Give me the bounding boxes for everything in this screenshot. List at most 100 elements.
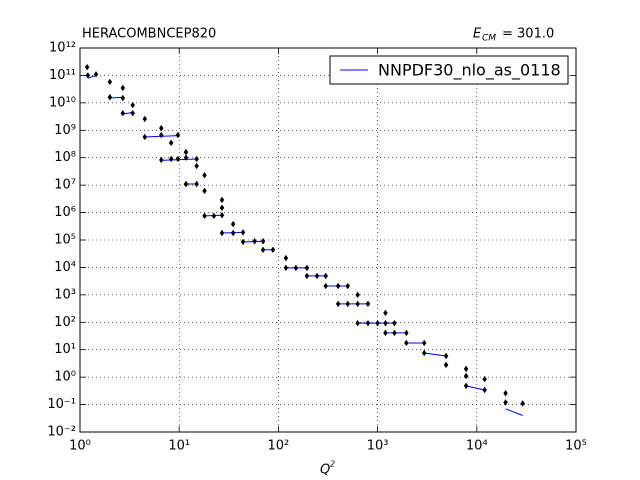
data-point xyxy=(404,329,409,337)
data-point xyxy=(230,229,236,237)
data-point xyxy=(293,264,299,272)
data-point xyxy=(107,78,113,86)
data-point xyxy=(120,94,126,102)
data-point xyxy=(355,319,360,327)
data-point xyxy=(194,180,199,188)
data-point xyxy=(463,382,469,390)
data-point xyxy=(194,162,199,170)
data-point xyxy=(383,309,388,317)
data-point xyxy=(421,349,427,357)
data-point xyxy=(283,254,289,262)
data-point xyxy=(194,155,199,163)
data-point xyxy=(355,291,360,299)
legend-box xyxy=(329,55,569,85)
data-point xyxy=(159,124,164,132)
y-tick-label: 10¹¹ xyxy=(49,68,76,83)
data-point xyxy=(168,155,174,163)
energy-value: = 301.0 xyxy=(502,27,554,42)
data-point xyxy=(503,389,508,397)
chart-title: HERACOMBNCEP820 xyxy=(82,27,216,42)
data-point xyxy=(503,399,508,406)
y-tick-label: 10⁵ xyxy=(54,233,76,248)
y-tick-label: 10⁸ xyxy=(54,150,76,165)
data-point xyxy=(345,300,350,308)
data-point xyxy=(283,264,289,272)
data-point xyxy=(183,148,189,156)
data-point xyxy=(304,264,310,272)
data-point xyxy=(202,187,207,195)
y-tick-label: 10¹ xyxy=(54,342,76,357)
data-point xyxy=(219,196,225,204)
data-point xyxy=(404,339,409,347)
data-point xyxy=(383,329,388,337)
x-tick-label: 10⁰ xyxy=(69,439,91,454)
data-point xyxy=(392,329,397,337)
data-point xyxy=(202,172,207,179)
data-point xyxy=(314,272,320,280)
data-point xyxy=(142,115,148,123)
data-point xyxy=(365,319,371,327)
data-point xyxy=(84,63,90,71)
y-tick-label: 10⁹ xyxy=(54,123,76,138)
x-axis-label-sup: 2 xyxy=(330,460,335,469)
data-point xyxy=(260,246,266,253)
data-point xyxy=(85,72,91,79)
data-point xyxy=(219,229,225,237)
data-point xyxy=(130,101,135,109)
y-tick-label: 10¹² xyxy=(49,41,76,56)
x-tick-label: 10⁴ xyxy=(466,439,488,454)
energy-subscript: CM xyxy=(482,34,496,44)
legend-label: NNPDF30_nlo_as_0118 xyxy=(378,61,561,81)
data-point xyxy=(345,282,350,290)
y-tick-label: 10⁴ xyxy=(54,260,76,275)
data-point xyxy=(520,400,525,407)
data-point xyxy=(260,238,266,245)
data-point xyxy=(142,133,148,141)
data-point xyxy=(240,238,246,246)
data-point xyxy=(120,84,126,92)
data-point xyxy=(120,109,126,117)
data-point xyxy=(168,139,174,146)
data-point xyxy=(175,155,181,163)
plot-frame xyxy=(79,47,577,433)
data-point xyxy=(240,229,246,236)
data-point xyxy=(219,204,225,211)
data-point xyxy=(219,212,225,219)
data-point xyxy=(463,365,469,373)
x-tick-label: 10⁵ xyxy=(565,439,587,454)
data-point xyxy=(443,352,449,360)
y-tick-label: 10⁷ xyxy=(54,178,76,193)
data-point xyxy=(443,361,449,369)
data-point xyxy=(365,300,371,308)
energy-symbol: E xyxy=(473,27,482,42)
data-point xyxy=(323,272,328,280)
data-point xyxy=(159,131,164,139)
data-point xyxy=(375,319,380,327)
data-point xyxy=(323,282,328,290)
x-tick-label: 10² xyxy=(268,439,290,454)
y-tick-label: 10⁶ xyxy=(54,205,76,220)
data-point xyxy=(175,131,181,139)
data-point xyxy=(304,272,310,280)
data-point xyxy=(355,300,360,308)
data-point xyxy=(107,94,113,101)
y-tick-label: 10⁻² xyxy=(47,425,76,440)
data-point xyxy=(482,386,487,394)
x-axis-label: Q xyxy=(320,463,330,478)
data-point xyxy=(202,212,207,220)
data-point xyxy=(93,71,99,78)
data-point xyxy=(383,319,388,327)
y-tick-label: 10⁻¹ xyxy=(47,397,76,412)
data-point xyxy=(421,339,427,347)
data-point xyxy=(392,319,397,327)
data-point xyxy=(482,375,487,383)
y-tick-label: 10² xyxy=(54,315,76,330)
data-point xyxy=(335,300,341,308)
y-tick-label: 10⁰ xyxy=(54,370,76,385)
data-point xyxy=(183,180,189,188)
x-tick-label: 10³ xyxy=(367,439,389,454)
data-point xyxy=(335,282,341,290)
x-tick-label: 10¹ xyxy=(168,439,190,454)
data-point xyxy=(159,156,164,164)
